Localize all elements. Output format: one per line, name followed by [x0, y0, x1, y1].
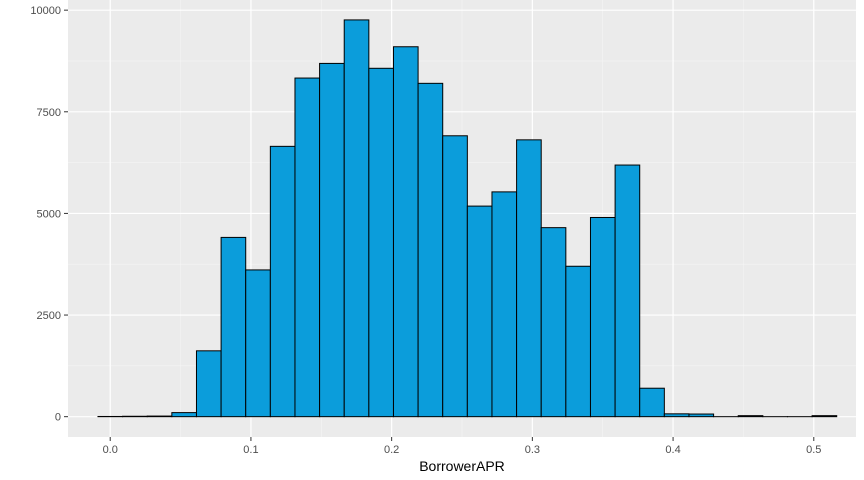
histogram-bar — [220, 236, 247, 418]
x-tick-label: 0.1 — [243, 444, 258, 456]
histogram-bar — [811, 415, 838, 418]
histogram-bar — [245, 269, 271, 418]
histogram-bar — [466, 205, 493, 418]
histogram-bar — [269, 145, 296, 418]
x-tick-label: 0.4 — [665, 444, 680, 456]
y-tick-label: 2500 — [37, 310, 61, 322]
histogram-bar — [171, 412, 197, 418]
histogram-bar — [540, 227, 567, 418]
x-tick-label: 0.5 — [806, 444, 821, 456]
x-axis: 0.0 0.1 0.2 0.3 0.4 0.5 — [103, 437, 821, 456]
histogram-bar — [343, 19, 370, 418]
y-tick-label: 7500 — [37, 107, 61, 119]
x-tick-label: 0.0 — [103, 444, 118, 456]
histogram-bar — [368, 67, 394, 418]
histogram-bar — [614, 164, 641, 418]
histogram-bar — [565, 265, 591, 418]
bars — [97, 19, 838, 418]
histogram-bar — [195, 350, 222, 418]
histogram-bar — [663, 413, 690, 418]
x-tick-label: 0.3 — [525, 444, 540, 456]
histogram-bar — [516, 139, 542, 418]
histogram-bar — [146, 415, 173, 418]
histogram-bar — [688, 413, 715, 418]
histogram-bar — [319, 62, 345, 418]
y-axis: 0 2500 5000 7500 10000 — [30, 5, 68, 424]
x-axis-title: BorrowerAPR — [419, 458, 505, 474]
histogram-bar — [417, 82, 444, 418]
y-tick-label: 0 — [55, 412, 61, 424]
histogram-bar — [639, 387, 665, 418]
histogram-bar — [589, 216, 616, 418]
histogram-bar — [392, 46, 419, 418]
y-tick-label: 5000 — [37, 208, 61, 220]
histogram-bar — [442, 135, 468, 418]
histogram-bar — [294, 77, 321, 418]
histogram-bar — [737, 415, 764, 418]
histogram-bar — [491, 191, 518, 418]
x-tick-label: 0.2 — [384, 444, 399, 456]
y-tick-label: 10000 — [30, 5, 61, 17]
